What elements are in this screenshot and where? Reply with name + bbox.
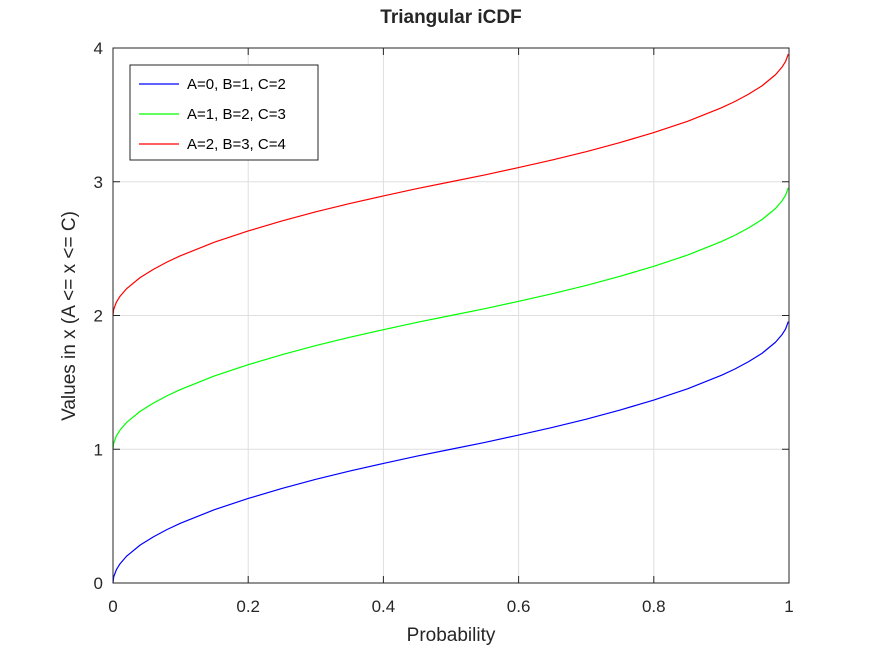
- x-tick-label: 0.8: [642, 597, 666, 616]
- y-tick-label: 4: [94, 39, 103, 58]
- series-line-2: [112, 187, 789, 450]
- series-line-3: [112, 53, 789, 316]
- ticks: 0 0.2 0.4 0.6 0.8 1 0 1 2 3 4: [94, 39, 794, 616]
- y-tick-label: 0: [94, 574, 103, 593]
- series-layer: [112, 53, 789, 584]
- chart-title: Triangular iCDF: [380, 7, 521, 28]
- legend: A=0, B=1, C=2 A=1, B=2, C=3 A=2, B=3, C=4: [129, 64, 319, 161]
- y-tick-label: 1: [94, 440, 103, 459]
- x-tick-label: 1: [784, 597, 793, 616]
- x-axis-label: Probability: [407, 625, 496, 646]
- y-tick-label: 2: [94, 307, 103, 326]
- y-tick-label: 3: [94, 173, 103, 192]
- x-tick-label: 0: [108, 597, 117, 616]
- series-line-1: [112, 321, 789, 584]
- x-tick-label: 0.4: [372, 597, 396, 616]
- x-tick-label: 0.2: [236, 597, 260, 616]
- y-axis-label: Values in x (A <= x <= C): [59, 211, 80, 421]
- legend-entry-2: A=1, B=2, C=3: [187, 106, 286, 123]
- legend-entry-3: A=2, B=3, C=4: [187, 136, 286, 153]
- legend-entry-1: A=0, B=1, C=2: [187, 76, 286, 93]
- x-tick-label: 0.6: [507, 597, 531, 616]
